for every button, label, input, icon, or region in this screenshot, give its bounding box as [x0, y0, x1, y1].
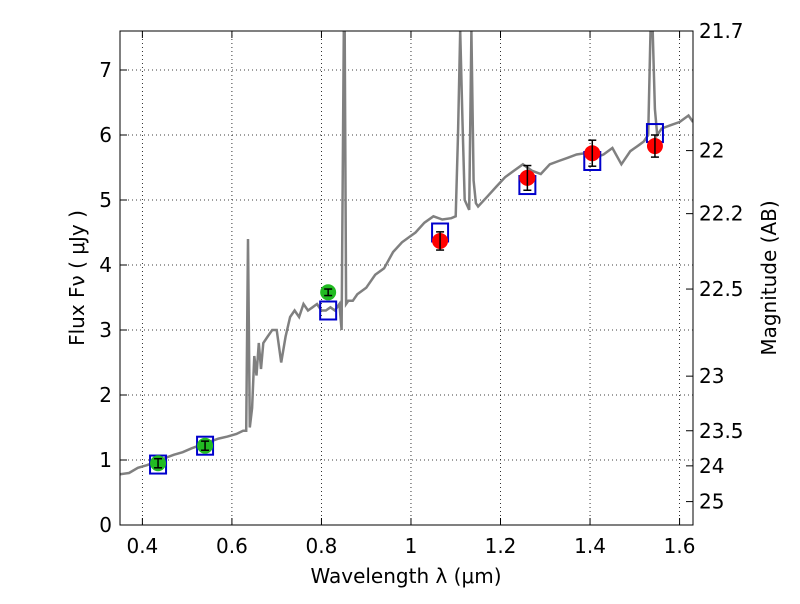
- y2-tick-label: 23: [699, 364, 724, 388]
- y2-tick-label: 22.2: [699, 202, 744, 226]
- y2-tick-label: 24: [699, 454, 724, 478]
- x-tick-label: 1.4: [574, 534, 606, 558]
- plot-frame: [119, 30, 694, 526]
- y2-tick-label: 22: [699, 139, 724, 163]
- x-tick-label: 1: [405, 534, 418, 558]
- x-axis-label: Wavelength λ (μm): [310, 564, 501, 588]
- y-tick-label: 2: [99, 383, 112, 407]
- y2-tick-label: 21.7: [699, 19, 744, 43]
- y-tick-label: 5: [99, 188, 112, 212]
- y2-tick-label: 25: [699, 490, 724, 514]
- y-tick-label: 0: [99, 513, 112, 537]
- y2-axis-label: Magnitude (AB): [757, 200, 781, 355]
- y-tick-label: 3: [99, 318, 112, 342]
- data-markers: [149, 123, 664, 475]
- x-tick-label: 1.6: [664, 534, 696, 558]
- y-tick-label: 6: [99, 123, 112, 147]
- y-tick-label: 7: [99, 58, 112, 82]
- y2-tick-label: 23.5: [699, 419, 744, 443]
- y-axis-label: Flux Fν ( μJy ): [65, 210, 89, 346]
- axis-ticks: 0.4 0.6 0.8 1 1.2 1.4 1.60123456721.72222.222.…: [99, 19, 743, 558]
- y2-tick-label: 22.5: [699, 277, 744, 301]
- x-tick-label: 0.8: [306, 534, 338, 558]
- x-tick-label: 0.6: [216, 534, 248, 558]
- x-tick-label: 1.2: [485, 534, 517, 558]
- x-tick-label: 0.4: [126, 534, 158, 558]
- y-tick-label: 4: [99, 253, 112, 277]
- y-tick-label: 1: [99, 448, 112, 472]
- model-photometry-square: [319, 300, 338, 321]
